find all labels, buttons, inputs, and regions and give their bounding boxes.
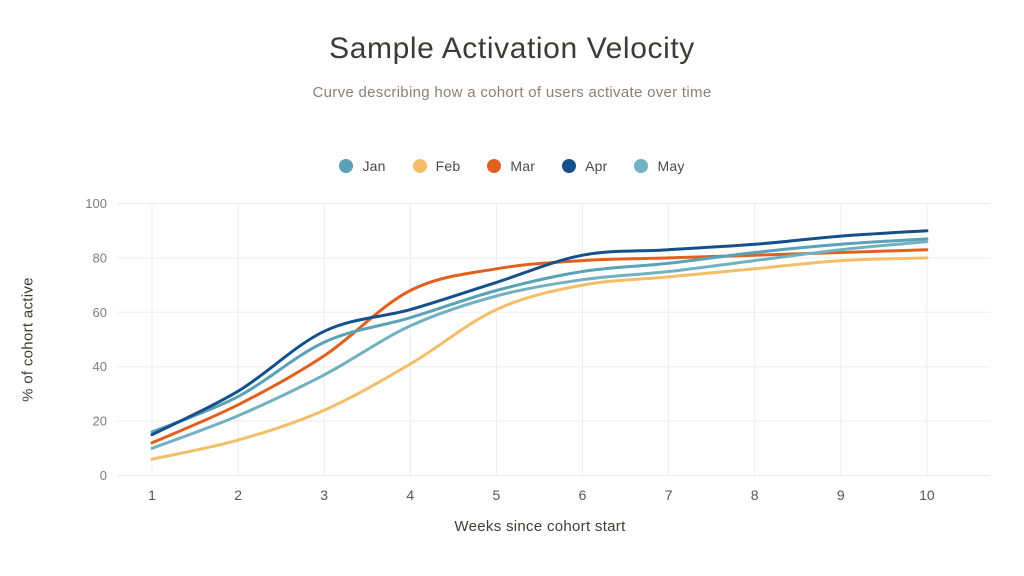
x-axis-title: Weeks since cohort start xyxy=(454,518,626,535)
legend-item-apr: Apr xyxy=(562,158,607,174)
legend-label: Feb xyxy=(435,158,461,174)
page-title: Sample Activation Velocity xyxy=(329,32,695,65)
legend-item-mar: Mar xyxy=(487,158,535,174)
x-tick-label: 3 xyxy=(320,487,328,503)
x-tick-label: 9 xyxy=(837,487,845,503)
x-tick-label: 2 xyxy=(234,487,242,503)
legend-label: May xyxy=(657,158,685,174)
page-subtitle: Curve describing how a cohort of users a… xyxy=(312,84,712,101)
series-line-may xyxy=(150,240,929,450)
legend-label: Apr xyxy=(585,158,608,174)
legend-dot-may xyxy=(634,159,649,173)
x-tick-label: 7 xyxy=(665,487,673,503)
series-line-apr xyxy=(150,229,929,437)
legend-item-may: May xyxy=(634,158,684,174)
y-tick-label: 100 xyxy=(85,196,107,211)
series-line-jan xyxy=(150,237,929,434)
y-tick-label: 40 xyxy=(93,359,107,374)
legend-dot-mar xyxy=(487,159,502,173)
legend-dot-jan xyxy=(339,159,354,173)
x-tick-label: 4 xyxy=(406,487,414,503)
y-axis-title: % of cohort active xyxy=(19,277,37,402)
legend-dot-feb xyxy=(412,159,427,173)
y-tick-label: 0 xyxy=(100,468,107,483)
x-tick-label: 6 xyxy=(579,487,587,503)
x-tick-label: 10 xyxy=(919,487,935,503)
y-tick-label: 60 xyxy=(93,305,107,320)
x-tick-label: 8 xyxy=(751,487,759,503)
legend-item-feb: Feb xyxy=(412,158,461,174)
series-line-feb xyxy=(150,256,929,461)
legend-label: Mar xyxy=(510,158,536,174)
x-tick-label: 1 xyxy=(148,487,156,503)
legend-dot-apr xyxy=(562,159,577,173)
legend: Jan Feb Mar Apr May xyxy=(0,158,1024,174)
y-tick-label: 20 xyxy=(93,414,107,429)
y-tick-label: 80 xyxy=(93,250,107,265)
legend-label: Jan xyxy=(362,158,386,174)
legend-item-jan: Jan xyxy=(339,158,385,174)
x-tick-label: 5 xyxy=(493,487,501,503)
